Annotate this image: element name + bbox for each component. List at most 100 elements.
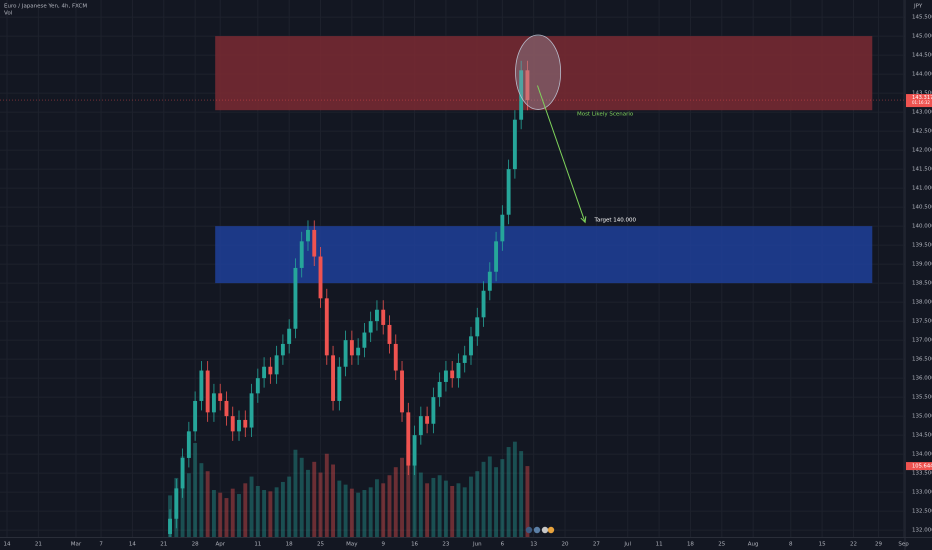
volume-box bbox=[906, 462, 932, 471]
annotation: Target 140.000 bbox=[594, 218, 637, 224]
x-tick-label: 20 bbox=[562, 542, 569, 548]
volume-bar bbox=[224, 498, 229, 537]
candle-body bbox=[512, 119, 517, 170]
volume-bar bbox=[494, 467, 499, 537]
last-price-label: 143.317 bbox=[912, 95, 932, 101]
candle-body bbox=[393, 343, 398, 371]
volume-bar bbox=[456, 483, 461, 537]
y-tick-label: 144.500 bbox=[912, 53, 932, 59]
volume-bar bbox=[306, 469, 310, 537]
candle-body bbox=[218, 393, 223, 401]
currency: JPY bbox=[913, 4, 923, 10]
candle-body bbox=[481, 290, 486, 318]
volume-bar bbox=[506, 447, 511, 537]
event-icons bbox=[525, 526, 555, 534]
y-tick-label: 142.000 bbox=[912, 148, 932, 154]
candle-body bbox=[437, 381, 442, 398]
x-tick-label: 23 bbox=[442, 542, 449, 548]
y-tick-label: 143.000 bbox=[912, 110, 932, 116]
candle-body bbox=[174, 488, 179, 519]
candle-body bbox=[324, 298, 329, 356]
annotation: Most Likely Scenario bbox=[577, 112, 634, 118]
volume-bar bbox=[243, 483, 248, 537]
candle-body bbox=[425, 416, 430, 424]
candle-body bbox=[331, 355, 336, 401]
candle-body bbox=[237, 419, 241, 432]
volume-bar bbox=[331, 464, 336, 537]
volume-bar bbox=[193, 443, 198, 537]
volume-bar bbox=[205, 471, 210, 537]
candle-body bbox=[406, 412, 411, 466]
y-tick-label: 142.500 bbox=[912, 129, 932, 135]
candle-body bbox=[400, 370, 404, 413]
candle-body bbox=[255, 378, 260, 394]
y-tick-label: 132.500 bbox=[912, 509, 932, 515]
candle-body bbox=[519, 70, 524, 120]
volume-bar bbox=[381, 483, 386, 537]
x-tick-label: 7 bbox=[99, 542, 103, 548]
candle-body bbox=[368, 321, 373, 333]
candle-body bbox=[506, 169, 511, 215]
y-tick-label: 137.500 bbox=[912, 319, 932, 325]
x-tick-label: 11 bbox=[254, 542, 261, 548]
candle-body bbox=[500, 214, 505, 242]
volume-bar bbox=[519, 451, 524, 537]
volume-bar bbox=[362, 490, 367, 537]
volume-bar bbox=[450, 485, 455, 537]
candle-body bbox=[268, 366, 273, 375]
candle-body bbox=[280, 343, 285, 356]
x-tick-label: Jul bbox=[623, 542, 631, 548]
candle-body bbox=[462, 355, 467, 363]
volume-bar bbox=[375, 479, 379, 537]
candle-body bbox=[362, 332, 367, 348]
candle-body bbox=[375, 309, 379, 322]
candle-body bbox=[412, 435, 417, 466]
volume-bar bbox=[431, 477, 436, 537]
y-tick-label: 138.500 bbox=[912, 281, 932, 287]
chart-title: Euro / Japanese Yen, 4h, FXCM bbox=[4, 4, 87, 10]
y-tick-label: 133.000 bbox=[912, 490, 932, 496]
volume-bar bbox=[186, 473, 191, 537]
volume-value-label: 105.644K bbox=[912, 464, 932, 470]
volume-bar bbox=[262, 490, 267, 537]
candle-body bbox=[168, 518, 172, 534]
volume-bar bbox=[237, 494, 241, 537]
candle-body bbox=[205, 370, 210, 413]
candle-body bbox=[243, 419, 248, 428]
volume-bar bbox=[312, 461, 317, 537]
candle-body bbox=[443, 370, 448, 382]
grid bbox=[0, 0, 905, 537]
y-tick-label: 140.000 bbox=[912, 224, 932, 230]
y-tick-label: 144.000 bbox=[912, 72, 932, 78]
volume-bar bbox=[324, 453, 329, 537]
last-price-box bbox=[906, 94, 932, 108]
volume-bar bbox=[211, 490, 216, 537]
candle-body bbox=[186, 431, 191, 458]
volume-bar bbox=[443, 480, 448, 537]
zone bbox=[215, 226, 873, 284]
event-icon bbox=[525, 526, 533, 534]
candle-body bbox=[337, 366, 342, 401]
volume-bar bbox=[356, 492, 361, 537]
volume-bar bbox=[481, 461, 486, 537]
volume-bar bbox=[337, 480, 342, 537]
volume-bar bbox=[268, 491, 273, 537]
x-tick-label: 25 bbox=[317, 542, 324, 548]
candle-body bbox=[230, 416, 235, 432]
volume-bar bbox=[343, 484, 348, 537]
volume-bar bbox=[425, 483, 430, 537]
volume-bar bbox=[274, 487, 279, 537]
x-tick-label: 11 bbox=[656, 542, 663, 548]
volume-bar bbox=[437, 475, 442, 537]
candle-body bbox=[487, 271, 492, 291]
candle-body bbox=[343, 340, 348, 367]
candle-body bbox=[224, 400, 229, 417]
candle-body bbox=[180, 457, 185, 489]
x-tick-label: May bbox=[346, 542, 358, 548]
volume-bar bbox=[249, 476, 254, 537]
x-tick-label: 14 bbox=[4, 542, 11, 548]
x-tick-label: 14 bbox=[129, 542, 136, 548]
volume-bar bbox=[255, 485, 260, 537]
x-tick-label: 8 bbox=[789, 542, 793, 548]
x-tick-label: Jun bbox=[472, 542, 482, 548]
